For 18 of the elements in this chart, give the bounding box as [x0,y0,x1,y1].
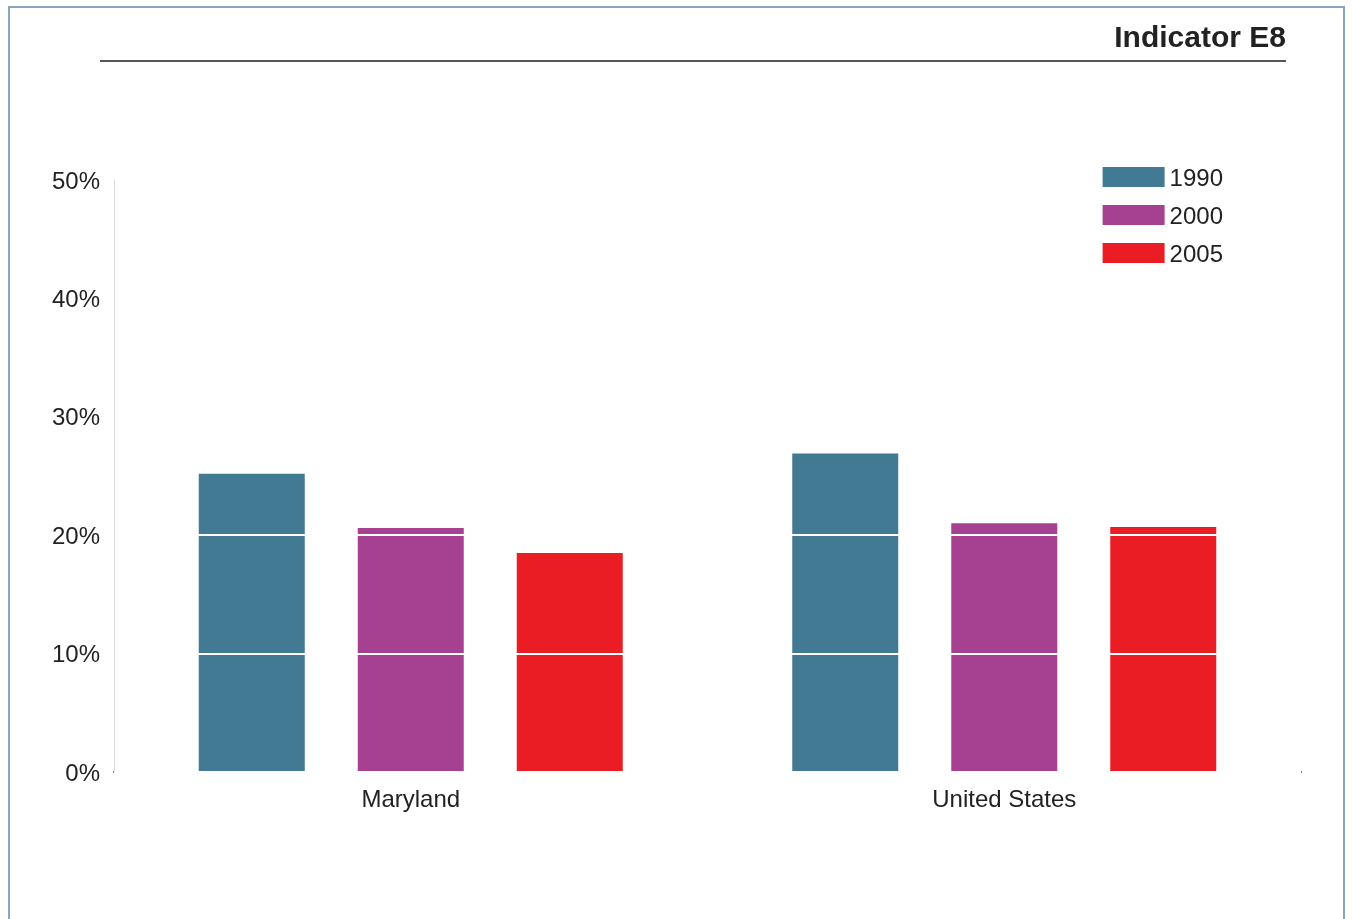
bar [951,523,1058,772]
legend-label: 2005 [1169,239,1223,267]
bar [516,552,623,772]
y-tick-label: 10% [51,640,100,668]
bar [357,528,464,772]
bar [792,453,899,772]
y-tick-label: 40% [51,284,100,312]
y-tick-label: 20% [51,521,100,549]
x-tick-label: United States [932,784,1077,812]
bar [1110,526,1217,772]
chart-title: Indicator E8 [100,20,1286,62]
x-tick-label: Maryland [361,784,461,812]
bar [198,473,305,772]
y-tick-label: 0% [65,758,100,786]
legend-label: 1990 [1169,163,1223,191]
y-tick-label: 30% [51,403,100,431]
legend-label: 2000 [1169,201,1223,229]
y-tick-label: 50% [51,166,100,194]
